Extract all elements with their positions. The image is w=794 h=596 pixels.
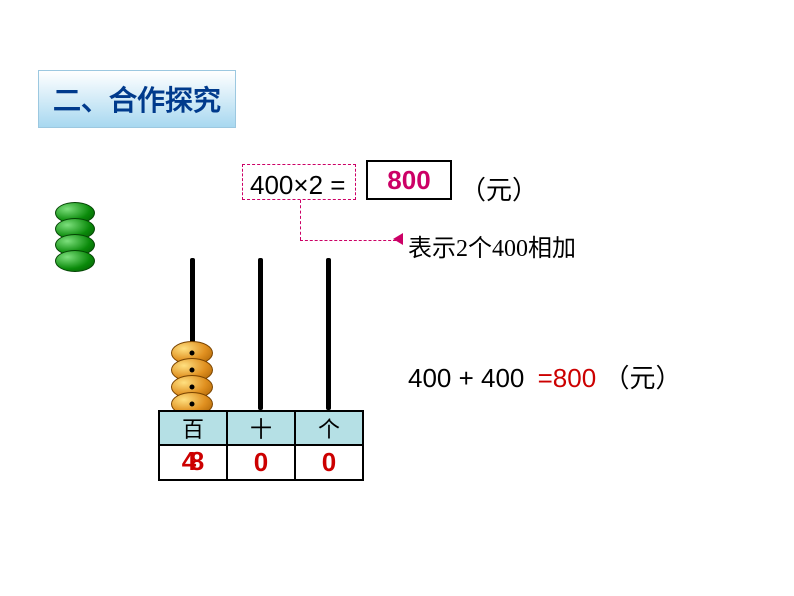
arrow-horizontal xyxy=(300,240,396,241)
rod-tens xyxy=(258,258,263,410)
place-value-table: 百 十 个 4 8 0 0 xyxy=(158,410,364,481)
cell-hundreds: 4 8 xyxy=(159,445,227,480)
arrow-head xyxy=(393,233,403,245)
equation-lhs: 400×2 = xyxy=(250,170,345,201)
equation-answer-box: 800 xyxy=(366,160,452,200)
equation-unit: （元） xyxy=(460,170,538,207)
addition-rhs: =800 xyxy=(538,363,597,393)
header-ones: 个 xyxy=(295,411,363,445)
addition-unit: （元） xyxy=(603,364,681,393)
rod-ones xyxy=(326,258,331,410)
section-title-text: 二、合作探究 xyxy=(53,86,221,117)
cell-ones: 0 xyxy=(295,445,363,480)
addition-lhs: 400 + 400 xyxy=(408,363,524,393)
section-title: 二、合作探究 xyxy=(38,70,236,128)
table-value-row: 4 8 0 0 xyxy=(159,445,363,480)
header-tens: 十 xyxy=(227,411,295,445)
overlap-8: 8 xyxy=(168,446,226,477)
cell-tens: 0 xyxy=(227,445,295,480)
arrow-vertical xyxy=(300,200,301,240)
equation-answer: 800 xyxy=(387,165,430,195)
table-header-row: 百 十 个 xyxy=(159,411,363,445)
orange-bead-stack xyxy=(171,341,213,416)
explanation-text: 表示2个400相加 xyxy=(408,228,576,263)
addition-line: 400 + 400 =800 （元） xyxy=(408,358,681,395)
header-hundreds: 百 xyxy=(159,411,227,445)
green-bead-stack xyxy=(55,202,95,272)
green-bead xyxy=(55,250,95,272)
